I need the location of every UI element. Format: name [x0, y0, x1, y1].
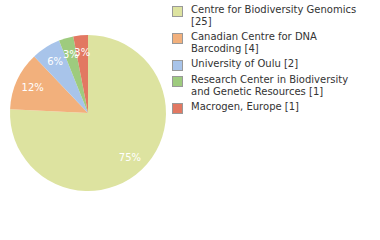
- html-text:Canadian Centre for DNA Barcod: Canadian Centre for DNA Barcoding [4]: [191, 31, 317, 54]
- html-text:Macrogen, Europe [1]: Macrogen, Europe [1]: [191, 101, 299, 112]
- svg-text:75%: 75%: [119, 152, 141, 163]
- html-text:Centre for Biodiversity Genomi: Centre for Biodiversity Genomics [25]: [191, 4, 357, 27]
- html-text:University of Oulu [2]: University of Oulu [2]: [191, 58, 299, 69]
- svg-text:3%: 3%: [62, 49, 79, 61]
- svg-text:12%: 12%: [22, 82, 44, 93]
- html-text:Research Center in Biodiversit: Research Center in Biodiversity and Gene…: [191, 74, 349, 97]
- svg-text:6%: 6%: [47, 56, 63, 67]
- svg-text:3%: 3%: [74, 47, 90, 58]
